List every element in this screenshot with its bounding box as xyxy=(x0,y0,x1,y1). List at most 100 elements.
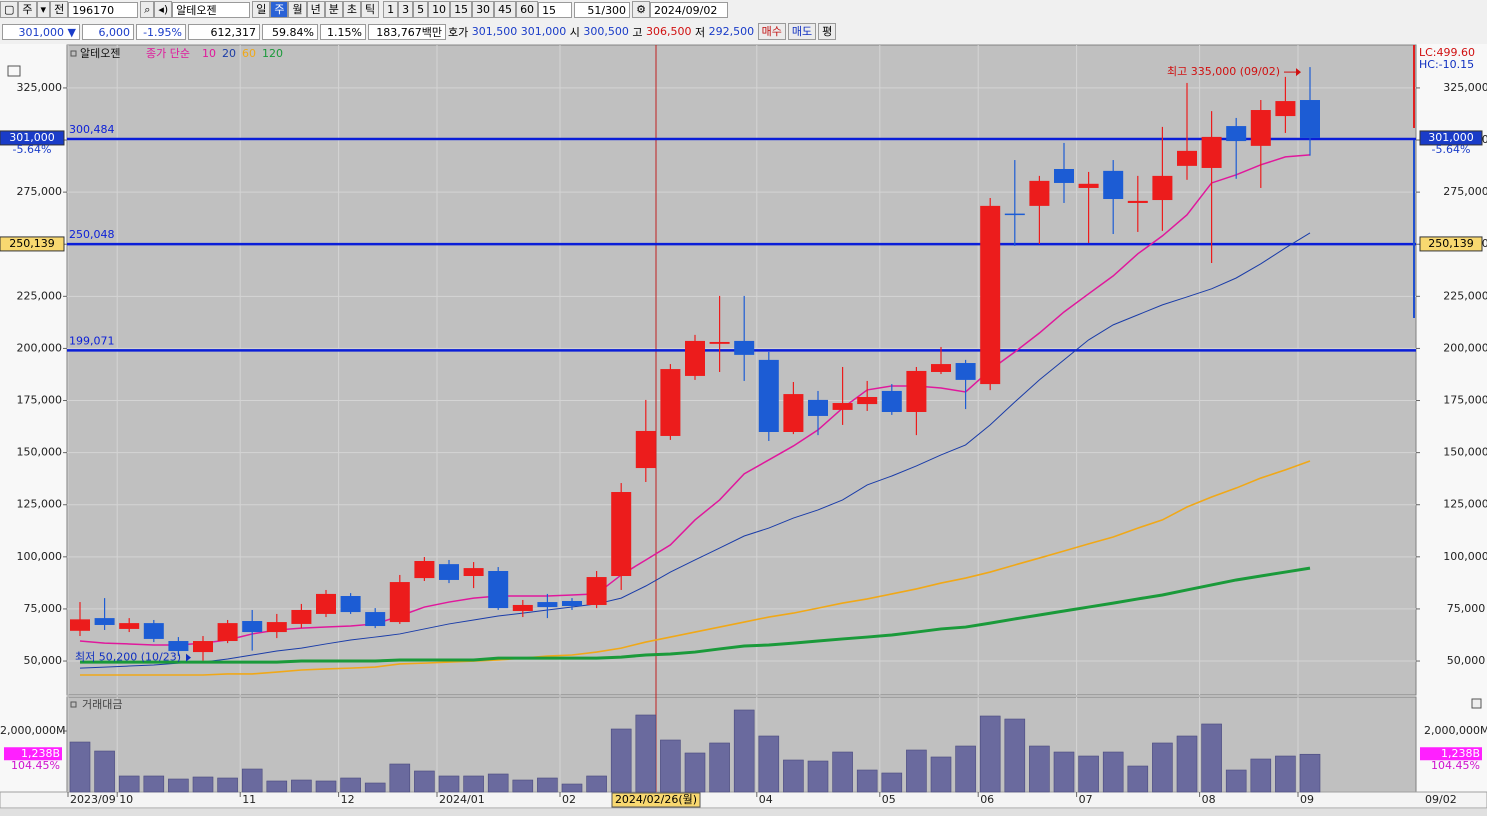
y-tick-label: 50,000 xyxy=(24,654,63,667)
period-button[interactable]: 주 xyxy=(270,1,289,18)
crosshair-label-box xyxy=(611,792,701,808)
code-input[interactable]: 196170 xyxy=(68,1,139,18)
amount: 183,767백만 xyxy=(368,23,446,40)
period-button[interactable]: 년 xyxy=(306,1,325,18)
high-label: 고 xyxy=(632,25,643,39)
price-marker-box xyxy=(0,130,65,146)
volume-bar xyxy=(192,776,214,793)
stock-type[interactable]: 주 xyxy=(18,1,37,18)
candle-body xyxy=(906,370,927,412)
price-marker-change: -5.64% xyxy=(13,143,52,156)
interval-button[interactable]: 45 xyxy=(494,1,517,18)
horizontal-line-label: 250,048 xyxy=(69,228,115,241)
candle-body xyxy=(537,602,558,608)
high: 306,500 xyxy=(646,25,692,38)
volume-bar xyxy=(340,777,361,793)
candle-body xyxy=(783,394,804,432)
interval-button[interactable]: 10 xyxy=(428,1,451,18)
volume-bar xyxy=(586,775,607,793)
candle-body xyxy=(217,623,238,642)
hc-label: HC:-10.15 xyxy=(1419,58,1474,71)
price-marker-change: -5.64% xyxy=(1432,143,1471,156)
candle-body xyxy=(709,341,730,344)
moving-average xyxy=(80,460,1311,676)
period-button[interactable]: 초 xyxy=(342,1,361,18)
candle-body xyxy=(119,623,140,629)
volume-bar xyxy=(955,745,976,793)
candle-body xyxy=(1250,110,1271,146)
dropdown[interactable]: ▾ xyxy=(36,1,51,18)
close-button[interactable] xyxy=(1471,698,1482,709)
scope[interactable]: 전 xyxy=(50,1,69,18)
candle-body xyxy=(340,596,361,613)
date[interactable]: 2024/09/02 xyxy=(649,1,728,18)
avg-button[interactable]: 평 xyxy=(818,23,837,40)
sell-button[interactable]: 매도 xyxy=(787,23,817,40)
volume-marker-label: 1,238B xyxy=(21,747,60,760)
candle-body xyxy=(291,609,312,624)
candle-body xyxy=(758,359,779,432)
volume-bar xyxy=(118,775,140,793)
candle-body xyxy=(857,396,878,405)
price-marker-label: 250,139 xyxy=(1428,237,1474,250)
candle-body xyxy=(955,363,976,380)
period-button[interactable]: 분 xyxy=(324,1,343,18)
interval-button[interactable]: 30 xyxy=(472,1,495,18)
volume-bar xyxy=(733,709,755,793)
volume-bar xyxy=(1225,769,1247,793)
interval-button[interactable]: 3 xyxy=(398,1,414,18)
y-tick-label-right: 100,000 xyxy=(1443,550,1487,563)
sound[interactable]: ◂) xyxy=(154,1,173,18)
candle-body xyxy=(193,641,213,653)
legend-entry: 20 xyxy=(222,47,236,60)
ratio: 59.84% xyxy=(262,23,318,40)
interval-button[interactable]: 1 xyxy=(383,1,399,18)
legend-entry: 120 xyxy=(262,47,283,60)
stock-name[interactable]: 알테오젠 xyxy=(172,1,251,18)
x-tick-label: 10 xyxy=(119,793,133,806)
volume-bar xyxy=(463,775,484,793)
interval-button[interactable]: 60 xyxy=(516,1,539,18)
volume-bar xyxy=(1029,745,1050,793)
interval-button[interactable]: 15 xyxy=(450,1,473,18)
candle-body xyxy=(266,622,287,633)
candle-body xyxy=(611,492,632,577)
legend-icon xyxy=(70,50,77,57)
volume-marker-change: 104.45% xyxy=(11,759,60,772)
count[interactable]: 15 xyxy=(538,1,573,18)
y-tick-label: 325,000 xyxy=(17,81,63,94)
candle-body xyxy=(734,340,755,355)
volume-bar xyxy=(168,778,189,793)
horizontal-line-label: 300,484 xyxy=(69,123,115,136)
candle-body xyxy=(242,621,263,633)
period-button[interactable]: 틱 xyxy=(360,1,380,18)
candle-body xyxy=(586,577,607,605)
y-tick-label: 100,000 xyxy=(17,550,63,563)
menu-button[interactable]: ▢ xyxy=(0,1,19,18)
volume-bar xyxy=(610,728,632,793)
interval-button[interactable]: 5 xyxy=(413,1,429,18)
tools[interactable]: ⚙ xyxy=(632,1,650,18)
volume-bar xyxy=(1102,751,1124,793)
legend-icon xyxy=(70,701,77,708)
volume-bar xyxy=(1176,735,1198,793)
x-end-label: 09/02 xyxy=(1425,793,1457,806)
period-button[interactable]: 월 xyxy=(288,1,307,18)
open-label: 시 xyxy=(569,25,580,39)
quote-bar: 301,000 ▼ 6,000 -1.95% 612,317 59.84% 1.… xyxy=(2,22,837,41)
volume-bar xyxy=(266,780,288,793)
price-marker-box xyxy=(1419,236,1483,252)
volume-bar xyxy=(1299,753,1321,793)
x-tick-label: 05 xyxy=(882,793,896,806)
panel-icon xyxy=(7,65,21,77)
candle-body xyxy=(1127,200,1148,203)
buy-button[interactable]: 매수 xyxy=(757,23,786,40)
candle-body xyxy=(439,564,459,580)
period-button[interactable]: 일 xyxy=(252,1,271,18)
volume-bar xyxy=(660,739,681,793)
search[interactable]: ⌕ xyxy=(140,1,155,18)
volume-bar xyxy=(291,779,312,793)
change-rate: -1.95% xyxy=(136,23,186,40)
volume-bar xyxy=(315,780,337,793)
